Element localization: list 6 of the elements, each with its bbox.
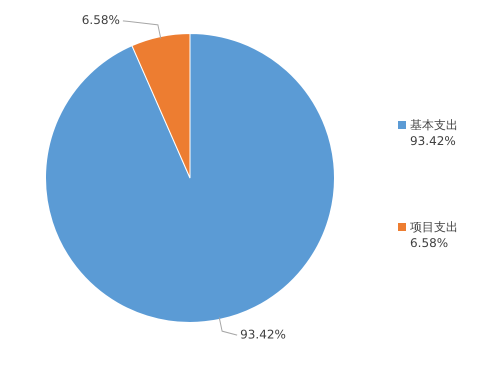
text: 6.58% <box>410 236 448 250</box>
text: 93.42% <box>410 134 456 148</box>
legend-label: 基本支出 <box>410 116 458 132</box>
data-label: 6.58% <box>82 12 120 27</box>
legend-label: 项目支出 <box>410 218 458 234</box>
data-label: 93.42% <box>240 327 286 342</box>
